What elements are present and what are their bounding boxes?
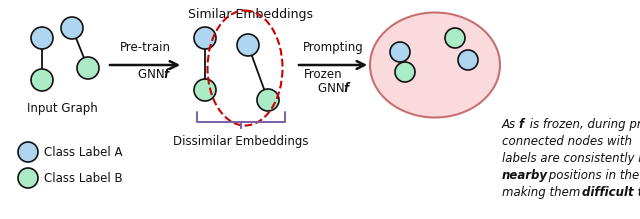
Circle shape [458, 50, 478, 70]
Circle shape [237, 34, 259, 56]
Text: f: f [518, 118, 523, 131]
Text: making them: making them [502, 186, 584, 199]
Circle shape [31, 27, 53, 49]
Text: GNN: GNN [318, 82, 348, 95]
Text: connected nodes with: connected nodes with [502, 135, 636, 148]
Text: positions in the latent space,: positions in the latent space, [545, 169, 640, 182]
Circle shape [445, 28, 465, 48]
Text: Frozen: Frozen [304, 68, 342, 81]
Circle shape [18, 168, 38, 188]
Circle shape [194, 79, 216, 101]
Text: Class Label B: Class Label B [44, 171, 123, 184]
Text: nearby: nearby [502, 169, 548, 182]
Text: Pre-train: Pre-train [120, 41, 170, 54]
Circle shape [194, 27, 216, 49]
Circle shape [61, 17, 83, 39]
Text: difficult to distinguish.: difficult to distinguish. [582, 186, 640, 199]
Circle shape [395, 62, 415, 82]
Text: Similar Embeddings: Similar Embeddings [188, 8, 312, 21]
Circle shape [31, 69, 53, 91]
Text: Input Graph: Input Graph [27, 102, 97, 115]
Text: f: f [163, 68, 168, 81]
Circle shape [390, 42, 410, 62]
Circle shape [257, 89, 279, 111]
Text: is frozen, during prompting,: is frozen, during prompting, [526, 118, 640, 131]
Text: Prompting: Prompting [303, 41, 364, 54]
Text: Dissimilar Embeddings: Dissimilar Embeddings [173, 135, 308, 148]
Circle shape [77, 57, 99, 79]
Text: GNN: GNN [138, 68, 168, 81]
Text: As: As [502, 118, 520, 131]
Ellipse shape [370, 12, 500, 118]
Text: labels are consistently mapped to: labels are consistently mapped to [502, 152, 640, 165]
Text: Class Label A: Class Label A [44, 145, 122, 159]
Circle shape [18, 142, 38, 162]
Text: f: f [343, 82, 348, 95]
